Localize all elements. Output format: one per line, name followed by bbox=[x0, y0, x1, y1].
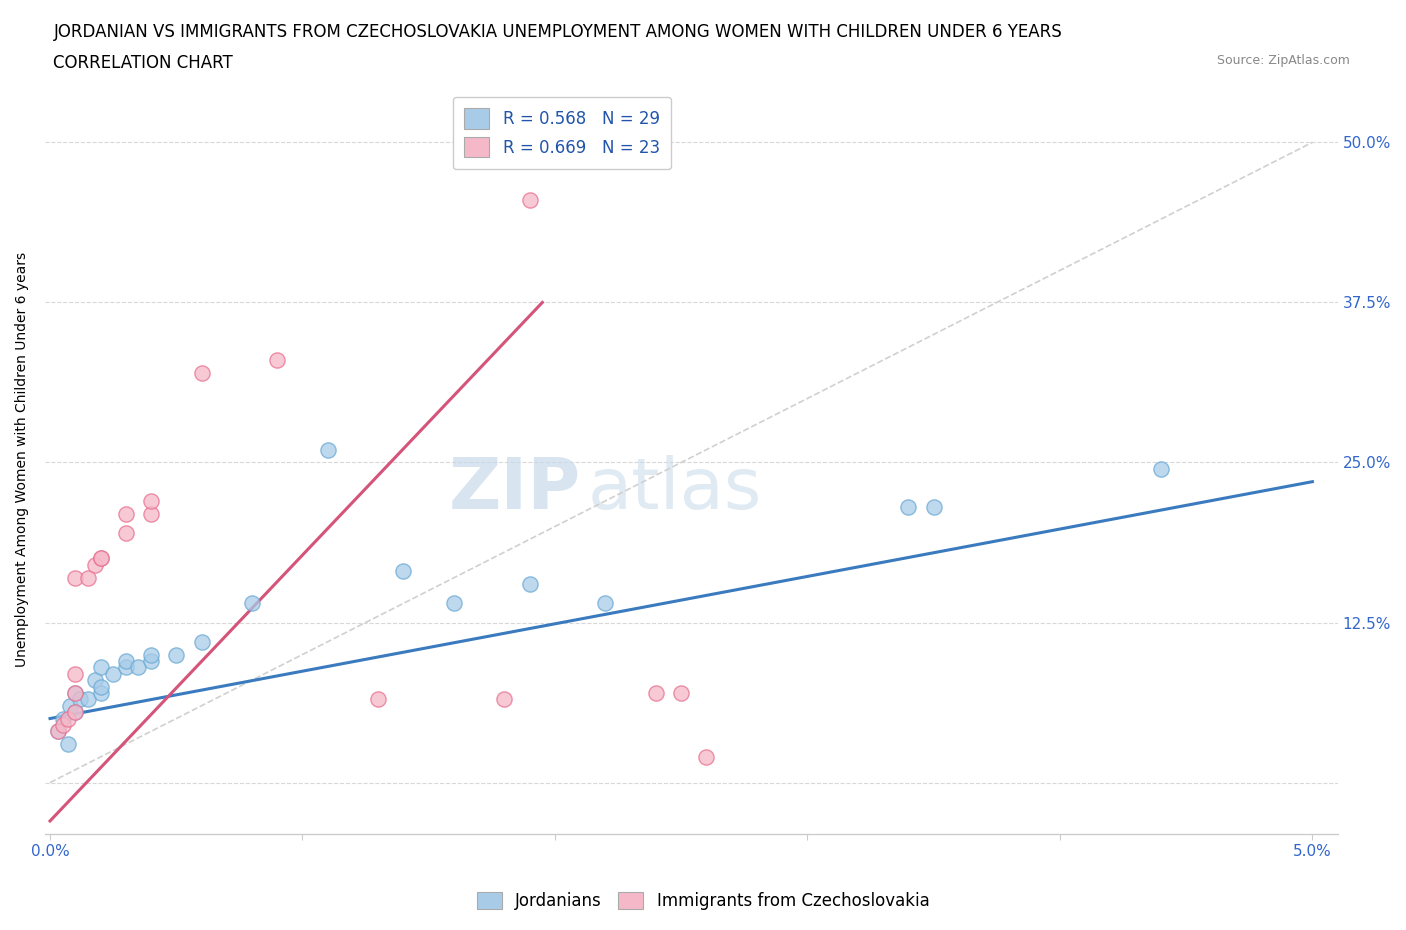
Point bbox=[139, 506, 162, 521]
Point bbox=[367, 692, 389, 707]
Point bbox=[494, 692, 516, 707]
Point bbox=[443, 596, 465, 611]
Point bbox=[59, 698, 82, 713]
Point bbox=[84, 557, 107, 572]
Point bbox=[89, 551, 111, 566]
Point bbox=[266, 352, 288, 367]
Point bbox=[1150, 461, 1173, 476]
Point bbox=[52, 718, 75, 733]
Point bbox=[65, 570, 87, 585]
Text: JORDANIAN VS IMMIGRANTS FROM CZECHOSLOVAKIA UNEMPLOYMENT AMONG WOMEN WITH CHILDR: JORDANIAN VS IMMIGRANTS FROM CZECHOSLOVA… bbox=[53, 23, 1062, 41]
Point bbox=[897, 499, 920, 514]
Point bbox=[77, 692, 100, 707]
Point bbox=[89, 679, 111, 694]
Point bbox=[89, 551, 111, 566]
Point bbox=[84, 672, 107, 687]
Point bbox=[56, 711, 79, 726]
Point bbox=[392, 564, 415, 578]
Point bbox=[77, 570, 100, 585]
Point bbox=[46, 724, 69, 738]
Point bbox=[65, 705, 87, 720]
Point bbox=[65, 685, 87, 700]
Point bbox=[114, 525, 136, 540]
Point bbox=[519, 193, 541, 207]
Point bbox=[114, 654, 136, 669]
Point bbox=[139, 654, 162, 669]
Point bbox=[101, 666, 124, 681]
Point bbox=[139, 494, 162, 509]
Point bbox=[645, 685, 668, 700]
Point bbox=[595, 596, 617, 611]
Text: ZIP: ZIP bbox=[449, 455, 582, 524]
Point bbox=[165, 647, 187, 662]
Y-axis label: Unemployment Among Women with Children Under 6 years: Unemployment Among Women with Children U… bbox=[15, 252, 30, 667]
Point bbox=[139, 647, 162, 662]
Point bbox=[922, 499, 945, 514]
Point bbox=[240, 596, 263, 611]
Point bbox=[669, 685, 692, 700]
Legend: Jordanians, Immigrants from Czechoslovakia: Jordanians, Immigrants from Czechoslovak… bbox=[470, 885, 936, 917]
Point bbox=[46, 724, 69, 738]
Point bbox=[52, 711, 75, 726]
Point bbox=[114, 660, 136, 675]
Point bbox=[65, 666, 87, 681]
Point bbox=[65, 685, 87, 700]
Point bbox=[127, 660, 149, 675]
Text: Source: ZipAtlas.com: Source: ZipAtlas.com bbox=[1216, 54, 1350, 67]
Legend: R = 0.568   N = 29, R = 0.669   N = 23: R = 0.568 N = 29, R = 0.669 N = 23 bbox=[453, 97, 672, 169]
Point bbox=[65, 705, 87, 720]
Point bbox=[114, 506, 136, 521]
Point bbox=[69, 692, 91, 707]
Point bbox=[190, 365, 212, 380]
Text: atlas: atlas bbox=[588, 455, 762, 524]
Point bbox=[190, 634, 212, 649]
Point bbox=[89, 685, 111, 700]
Point bbox=[695, 750, 717, 764]
Point bbox=[316, 443, 339, 458]
Text: CORRELATION CHART: CORRELATION CHART bbox=[53, 54, 233, 72]
Point bbox=[89, 660, 111, 675]
Point bbox=[56, 737, 79, 751]
Point bbox=[519, 577, 541, 591]
